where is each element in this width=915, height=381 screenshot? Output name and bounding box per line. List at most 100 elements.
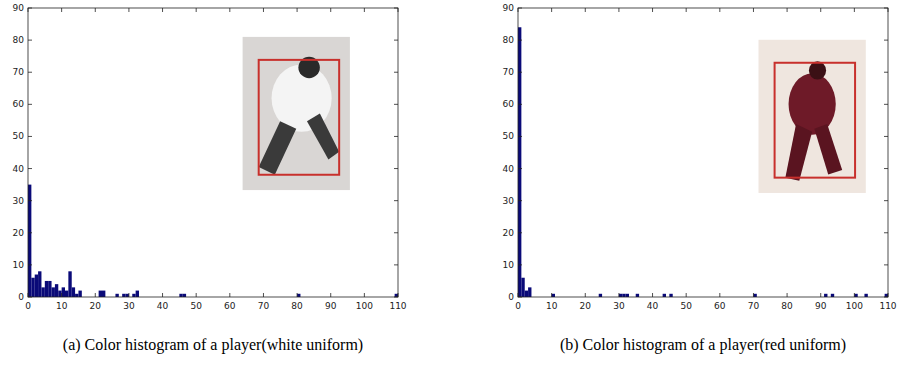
bar [183, 294, 186, 297]
bar [72, 287, 75, 297]
leg [785, 124, 812, 181]
x-tick-top [263, 8, 264, 12]
y-tick [518, 8, 522, 9]
x-tick [854, 293, 855, 297]
y-tick [28, 264, 32, 265]
y-tick-label: 70 [503, 67, 515, 77]
x-tick-top [398, 8, 399, 12]
x-tick-label: 100 [356, 301, 373, 311]
bar [622, 294, 625, 297]
x-tick [398, 293, 399, 297]
panel: 0102030405060708090100110010203040506070… [13, 3, 407, 354]
bar [636, 294, 639, 297]
bar [115, 294, 118, 297]
x-tick-top [330, 8, 331, 12]
leg [259, 121, 297, 175]
x-tick [330, 293, 331, 297]
y-tick-label: 90 [13, 3, 25, 13]
bar [62, 287, 65, 297]
bar [824, 294, 827, 297]
bar [753, 294, 756, 297]
ice-background [243, 37, 350, 190]
y-tick-right [394, 200, 398, 201]
plot-area [518, 8, 888, 297]
x-tick-label: 20 [90, 301, 102, 311]
y-tick-label: 60 [503, 99, 515, 109]
bars [518, 27, 888, 297]
y-tick [28, 8, 32, 9]
x-tick-label: 30 [613, 301, 625, 311]
y-tick [28, 297, 32, 298]
x-tick [95, 293, 96, 297]
x-tick [196, 293, 197, 297]
y-tick-right [394, 297, 398, 298]
bar [31, 278, 34, 297]
x-tick [162, 293, 163, 297]
x-tick-top [585, 8, 586, 12]
player-image [759, 40, 866, 193]
x-tick [585, 293, 586, 297]
x-tick [719, 293, 720, 297]
y-tick-label: 0 [18, 292, 24, 302]
y-tick [518, 136, 522, 137]
y-tick-right [394, 168, 398, 169]
bar [38, 271, 41, 297]
axes-frame [28, 8, 398, 297]
y-tick [28, 40, 32, 41]
y-tick-label: 20 [503, 228, 515, 238]
panel: 0102030405060708090100110010203040506070… [503, 3, 897, 354]
x-tick-label: 80 [781, 301, 793, 311]
y-tick-label: 70 [13, 67, 25, 77]
y-tick-right [884, 232, 888, 233]
bar [528, 287, 531, 297]
bar [45, 281, 48, 297]
bar [854, 294, 857, 297]
y-tick-label: 30 [13, 196, 25, 206]
y-tick-label: 90 [503, 3, 515, 13]
x-tick-top [518, 8, 519, 12]
x-tick [551, 293, 552, 297]
x-tick-label: 90 [325, 301, 337, 311]
leg [814, 124, 842, 175]
bar [65, 291, 68, 297]
bounding-box [259, 60, 339, 175]
caption: (b) Color histogram of a player(red unif… [560, 336, 846, 354]
bar [126, 294, 129, 297]
x-tick-top [787, 8, 788, 12]
y-tick [28, 232, 32, 233]
y-tick [28, 136, 32, 137]
x-tick-top [551, 8, 552, 12]
leg [307, 113, 339, 159]
y-tick-label: 40 [503, 164, 515, 174]
bar [525, 291, 528, 297]
x-tick-top [95, 8, 96, 12]
x-tick [820, 293, 821, 297]
player-image [243, 37, 350, 190]
x-tick-label: 10 [546, 301, 558, 311]
bar [864, 294, 867, 297]
bar [75, 294, 78, 297]
y-tick-label: 80 [13, 35, 25, 45]
bar [395, 294, 398, 297]
x-tick [753, 293, 754, 297]
jersey [789, 73, 836, 134]
y-tick-label: 20 [13, 228, 25, 238]
y-tick-right [884, 168, 888, 169]
bar [35, 275, 38, 297]
x-tick [28, 293, 29, 297]
y-tick-right [394, 136, 398, 137]
x-tick-label: 20 [580, 301, 592, 311]
y-tick [518, 168, 522, 169]
bar [626, 294, 629, 297]
y-tick [28, 200, 32, 201]
y-tick-label: 10 [13, 260, 25, 270]
bar [28, 185, 31, 297]
y-tick-label: 10 [503, 260, 515, 270]
x-tick [652, 293, 653, 297]
y-tick-right [394, 264, 398, 265]
bar [132, 294, 135, 297]
bar [58, 291, 61, 297]
bar [831, 294, 834, 297]
x-tick-top [888, 8, 889, 12]
x-tick-top [820, 8, 821, 12]
